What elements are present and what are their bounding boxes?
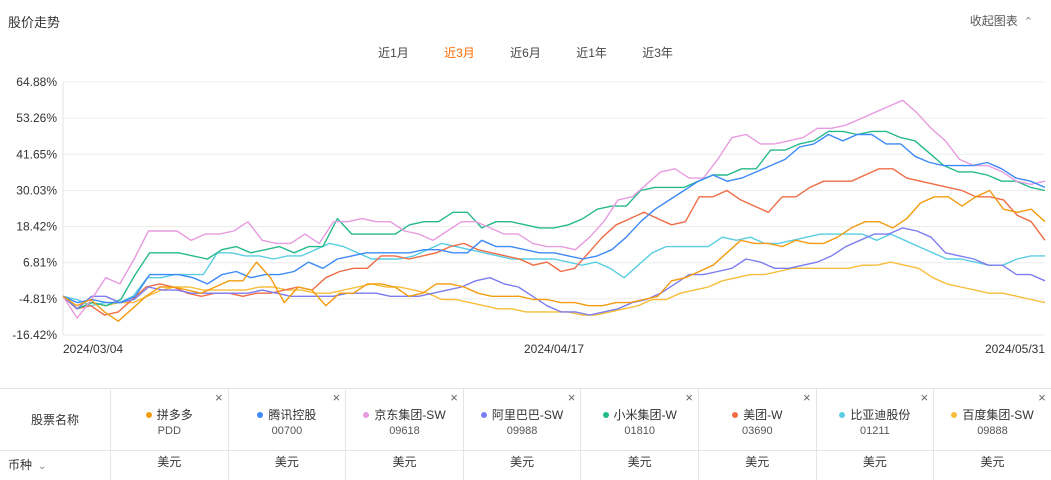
- stock-code: 09988: [506, 425, 538, 437]
- currency-cell: 美元: [462, 450, 581, 480]
- stock-name-text: 京东集团-SW: [374, 408, 446, 422]
- tab-1-month[interactable]: 近1月: [378, 46, 409, 60]
- y-tick-label: -4.81%: [19, 292, 57, 306]
- stock-cell: × 腾讯控股 00700: [227, 389, 346, 450]
- currency-cell: 美元: [345, 450, 463, 480]
- collapse-chart-label: 收起图表: [969, 14, 1018, 28]
- stock-code: 03690: [742, 425, 773, 437]
- y-tick-label: 64.88%: [16, 75, 57, 89]
- stock-name-row: 股票名称 × 拼多多 PDD × 腾讯控股 00700 × 京东集团-SW 09618 × 阿里巴巴…: [0, 388, 1051, 451]
- remove-stock-close-icon[interactable]: ×: [567, 390, 576, 405]
- currency-cell: 美元: [110, 450, 228, 480]
- stock-code: 09888: [977, 425, 1008, 437]
- stock-name: 腾讯控股: [229, 406, 346, 423]
- x-tick-label: 2024/03/04: [63, 342, 123, 356]
- stock-name-text: 百度集团-SW: [962, 408, 1034, 422]
- stock-name: 百度集团-SW: [934, 406, 1051, 423]
- series-color-dot: [732, 411, 739, 418]
- currency-cell: 美元: [815, 450, 934, 480]
- series-line: [62, 189, 1046, 322]
- series-color-dot: [602, 411, 609, 418]
- stock-name: 比亚迪股份: [817, 406, 934, 423]
- series-color-dot: [839, 411, 846, 418]
- x-tick-label: 2024/05/31: [985, 342, 1045, 356]
- series-line: [62, 99, 1046, 319]
- series-line: [62, 227, 1046, 316]
- stock-name-text: 拼多多: [156, 408, 193, 422]
- stock-cell: × 阿里巴巴-SW 09988: [462, 389, 581, 450]
- series-color-dot: [951, 411, 958, 418]
- stock-name-text: 小米集团-W: [613, 408, 677, 422]
- tab-3-years[interactable]: 近3年: [642, 46, 673, 60]
- remove-stock-close-icon[interactable]: ×: [685, 390, 693, 405]
- stock-name: 拼多多: [111, 406, 228, 423]
- price-trend-chart[interactable]: 64.88% 53.26% 41.65% 30.03% 18.42% 6.81% -4.81…: [0, 66, 1051, 366]
- stock-cell: × 比亚迪股份 01211: [815, 389, 934, 450]
- stock-code: PDD: [157, 425, 181, 437]
- tab-6-months[interactable]: 近6月: [510, 46, 541, 60]
- stock-name: 京东集团-SW: [346, 406, 463, 423]
- tab-3-months[interactable]: 近3月: [444, 46, 475, 60]
- tab-1-year[interactable]: 近1年: [576, 46, 607, 60]
- y-tick-label: 18.42%: [16, 220, 57, 234]
- chevron-down-icon: ⌄: [38, 461, 47, 472]
- currency-cell: 美元: [580, 450, 698, 480]
- currency-cell: 美元: [698, 450, 816, 480]
- collapse-chart-button[interactable]: 收起图表 ⌃: [970, 12, 1033, 29]
- currency-selector[interactable]: 币种 ⌄: [8, 456, 46, 473]
- stock-name-text: 阿里巴巴-SW: [491, 408, 564, 422]
- remove-stock-close-icon[interactable]: ×: [1038, 390, 1046, 405]
- series-color-dot: [363, 411, 370, 418]
- remove-stock-close-icon[interactable]: ×: [803, 390, 811, 405]
- y-tick-label: 41.65%: [16, 147, 57, 161]
- series-color-dot: [145, 411, 152, 418]
- x-tick-label: 2024/04/17: [524, 342, 584, 356]
- remove-stock-close-icon[interactable]: ×: [332, 390, 341, 405]
- remove-stock-close-icon[interactable]: ×: [450, 390, 458, 405]
- currency-cell: 美元: [933, 450, 1051, 480]
- remove-stock-close-icon[interactable]: ×: [920, 390, 929, 405]
- stock-cell: × 京东集团-SW 09618: [345, 389, 463, 450]
- stock-cell: × 拼多多 PDD: [110, 389, 228, 450]
- stock-code: 01810: [624, 425, 655, 437]
- y-tick-label: 53.26%: [16, 111, 57, 125]
- stock-name: 阿里巴巴-SW: [464, 406, 581, 423]
- stock-code: 00700: [271, 425, 303, 437]
- stock-name-header: 股票名称: [30, 413, 79, 427]
- period-tabs: 近1月 近3月 近6月 近1年 近3年: [0, 42, 1051, 63]
- stock-name-text: 腾讯控股: [268, 408, 317, 422]
- series-line: [62, 133, 1046, 304]
- series-color-dot: [480, 411, 487, 418]
- stock-code: 01211: [860, 425, 890, 437]
- currency-cell: 美元: [227, 450, 346, 480]
- stock-cell: × 美团-W 03690: [698, 389, 816, 450]
- stock-name-text: 比亚迪股份: [850, 408, 911, 422]
- stock-code: 09618: [389, 425, 420, 437]
- section-title: 股价走势: [8, 15, 61, 30]
- y-tick-label: 6.81%: [23, 256, 57, 270]
- series-line: [62, 130, 1046, 310]
- remove-stock-close-icon[interactable]: ×: [215, 390, 223, 405]
- currency-row: 币种 ⌄ 美元 美元 美元 美元 美元 美元 美元 美元: [0, 450, 1051, 480]
- series-line: [62, 261, 1046, 316]
- y-tick-label: 30.03%: [16, 183, 57, 197]
- series-color-dot: [257, 411, 264, 418]
- stock-cell: × 小米集团-W 01810: [580, 389, 698, 450]
- stock-name: 小米集团-W: [581, 406, 698, 423]
- y-tick-label: -16.42%: [12, 328, 57, 342]
- currency-label: 币种: [8, 458, 33, 472]
- stock-name-text: 美团-W: [743, 408, 783, 422]
- series-line: [62, 233, 1045, 307]
- stock-cell: × 百度集团-SW 09888: [933, 389, 1051, 450]
- chevron-up-icon: ⌃: [1023, 16, 1033, 28]
- stock-name: 美团-W: [699, 406, 816, 423]
